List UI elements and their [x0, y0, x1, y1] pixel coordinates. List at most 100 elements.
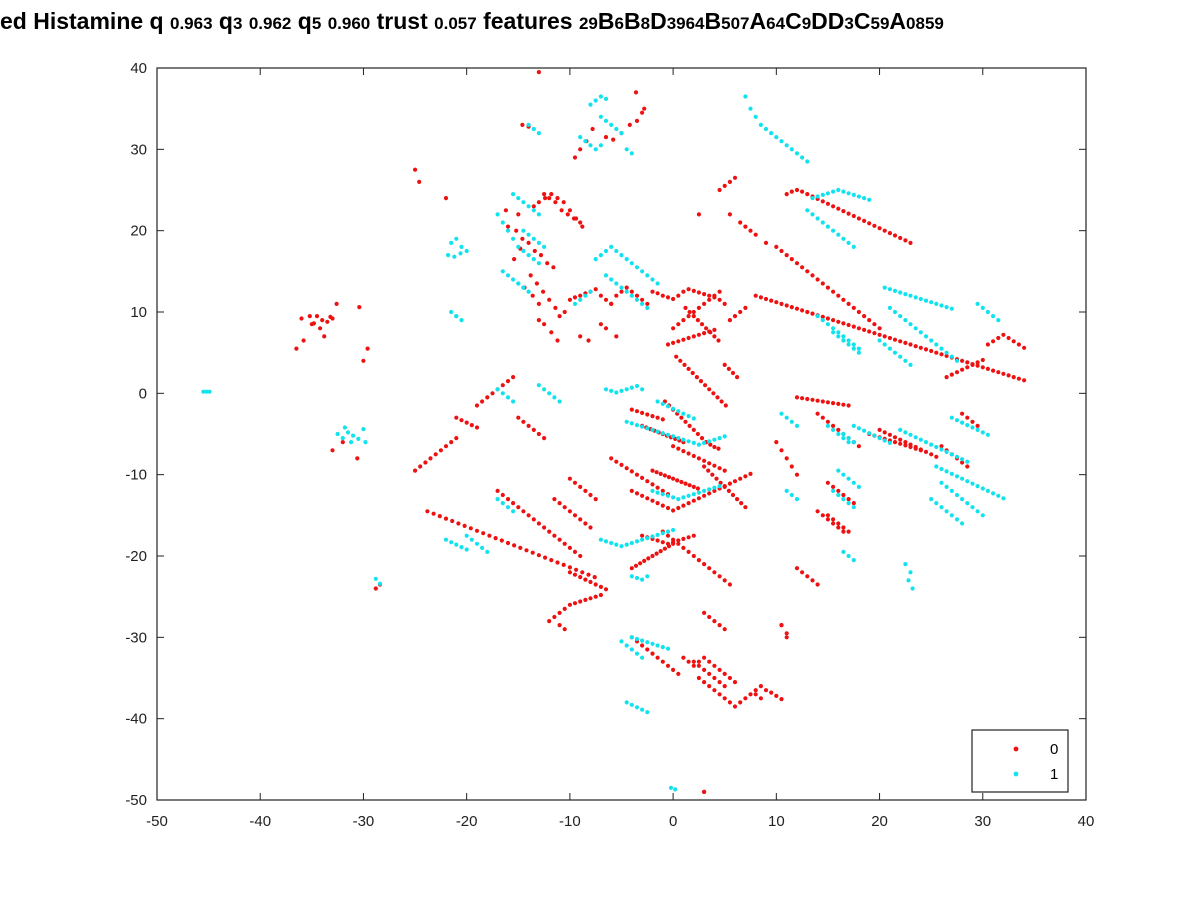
series-1-point: [650, 488, 655, 493]
series-1-point: [805, 208, 810, 213]
title-part: 3: [232, 14, 243, 33]
series-0-point: [676, 322, 681, 327]
series-0-point: [536, 318, 542, 323]
series-0-point: [712, 619, 717, 624]
series-0-point: [696, 305, 702, 310]
series-0-point: [1006, 335, 1011, 341]
series-0-point: [769, 690, 774, 695]
series-0-point: [825, 201, 831, 206]
series-1-point: [831, 330, 836, 335]
series-1-point: [851, 342, 856, 347]
series-0-point: [559, 208, 564, 213]
series-0-point: [789, 189, 794, 194]
series-0-point: [805, 309, 810, 315]
series-1-point: [505, 395, 511, 400]
series-1-point: [495, 387, 500, 392]
series-1-point: [640, 269, 645, 274]
series-0-point: [991, 368, 996, 373]
series-1-point: [954, 454, 960, 459]
series-0-point: [702, 789, 707, 795]
series-0-point: [567, 565, 573, 570]
series-1-point: [609, 277, 614, 282]
series-0-point: [665, 533, 671, 538]
series-1-point: [629, 647, 634, 652]
title-part: C: [853, 8, 871, 34]
series-1-point: [903, 318, 908, 323]
series-0-point: [640, 297, 645, 302]
series-1-point: [578, 297, 583, 302]
series-0-point: [365, 346, 370, 351]
series-0-point: [800, 570, 805, 575]
series-1-point: [629, 385, 634, 390]
series-0-point: [996, 335, 1001, 341]
series-0-point: [516, 415, 521, 420]
series-0-point: [547, 297, 552, 302]
series-0-point: [530, 293, 535, 298]
series-1-point: [784, 143, 789, 148]
series-0-point: [727, 582, 733, 587]
series-1-point: [949, 488, 954, 493]
series-0-point: [520, 122, 525, 127]
series-0-point: [562, 627, 567, 632]
series-1-point: [980, 486, 985, 491]
series-0-point: [536, 70, 542, 75]
series-0-point: [717, 574, 722, 579]
series-0-point: [836, 525, 841, 530]
series-1-point: [810, 196, 815, 201]
series-1-point: [702, 488, 707, 493]
series-0-point: [722, 696, 727, 701]
series-0-point: [727, 675, 733, 681]
series-0-point: [580, 224, 585, 229]
series-0-point: [965, 365, 970, 370]
series-1-point: [815, 194, 820, 199]
series-1-point: [345, 430, 351, 435]
series-0-point: [903, 443, 908, 448]
series-0-point: [779, 623, 784, 628]
series-1-point: [913, 295, 918, 300]
series-1-point: [851, 192, 856, 197]
legend-marker-0: [1013, 746, 1019, 752]
x-tick-label: 40: [1078, 813, 1095, 830]
series-0-point: [699, 436, 705, 441]
series-0-point: [784, 253, 789, 258]
series-0-point: [867, 318, 872, 323]
series-0-point: [722, 362, 727, 367]
y-tick-label: -10: [125, 467, 147, 484]
series-1-point: [836, 232, 841, 237]
series-1-point: [629, 151, 634, 156]
series-0-point: [578, 334, 583, 339]
series-0-point: [679, 415, 684, 420]
title-part: C: [785, 8, 802, 34]
series-0-point: [846, 497, 851, 502]
series-1-point: [944, 469, 949, 474]
series-0-point: [681, 545, 686, 551]
legend[interactable]: 01: [971, 729, 1069, 793]
series-0-point: [753, 688, 758, 693]
series-0-point: [687, 483, 692, 488]
series-0-point: [687, 309, 692, 315]
series-1-point: [975, 301, 980, 306]
series-1-point: [640, 655, 645, 660]
series-0-point: [687, 423, 692, 428]
series-0-point: [676, 505, 681, 511]
series-0-point: [520, 236, 525, 241]
series-1-point: [831, 326, 836, 331]
series-0-point: [820, 199, 825, 204]
series-0-point: [583, 521, 588, 526]
series-0-point: [679, 479, 684, 485]
series-1-point: [686, 414, 691, 419]
series-0-point: [699, 322, 705, 327]
series-1-point: [373, 576, 378, 581]
series-1-point: [944, 509, 949, 514]
series-0-point: [694, 375, 700, 380]
series-0-point: [551, 265, 556, 270]
axes-box: [156, 67, 1087, 801]
series-0-point: [739, 501, 744, 506]
series-1-point: [634, 423, 640, 428]
series-1-point: [645, 536, 650, 541]
series-1-point: [681, 411, 686, 416]
series-0-point: [660, 503, 665, 508]
series-0-point: [468, 526, 473, 531]
series-1-point: [975, 484, 980, 489]
series-0-point: [1011, 375, 1016, 380]
